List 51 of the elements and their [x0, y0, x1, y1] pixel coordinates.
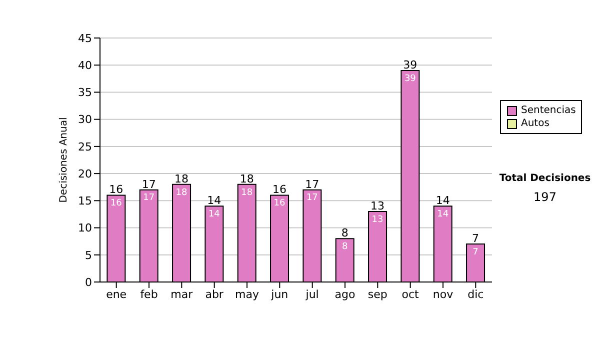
- total-label: 13: [370, 200, 385, 213]
- data-label: 17: [306, 193, 318, 204]
- total-label: 8: [341, 226, 348, 240]
- data-label: 14: [208, 209, 220, 220]
- total-label: 14: [436, 194, 450, 208]
- data-label: 17: [143, 193, 155, 204]
- data-label: 18: [176, 188, 188, 198]
- y-tick-label: 30: [78, 113, 92, 126]
- x-tick-label: may: [235, 288, 260, 301]
- text: 197: [532, 190, 558, 204]
- y-tick-label: 45: [78, 32, 92, 45]
- data-label: 18: [241, 188, 253, 198]
- total-label: 16: [109, 183, 124, 196]
- y-tick-label: 40: [78, 59, 92, 72]
- total-label: 17: [305, 178, 320, 191]
- total-label: 17: [142, 178, 156, 191]
- x-tick-label: dic: [468, 288, 484, 301]
- total-label: 16: [272, 183, 287, 196]
- legend-label: Autos: [521, 117, 550, 130]
- y-tick-label: 15: [78, 194, 92, 208]
- data-label: 13: [372, 214, 384, 225]
- data-label: 14: [437, 209, 449, 220]
- data-label: 16: [110, 198, 122, 209]
- y-tick-label: 25: [78, 140, 92, 154]
- y-tick-label: 5: [85, 248, 92, 262]
- data-label: 7: [472, 247, 478, 258]
- x-tick-label: mar: [170, 288, 194, 301]
- y-tick-label: 35: [78, 86, 92, 100]
- x-tick-label: ago: [334, 288, 356, 301]
- data-label: 16: [274, 198, 286, 209]
- x-tick-label: feb: [140, 288, 158, 301]
- text: Total Decisiones: [498, 173, 592, 184]
- data-label: 8: [342, 242, 348, 252]
- y-tick-label: 10: [78, 222, 92, 235]
- x-tick-label: ene: [106, 288, 127, 301]
- x-tick-label: oct: [402, 288, 420, 301]
- x-tick-label: nov: [432, 288, 454, 301]
- total-label: 18: [240, 172, 254, 186]
- y-tick-label: 0: [85, 276, 92, 289]
- total-label: 14: [207, 194, 222, 208]
- x-tick-label: sep: [368, 288, 388, 301]
- x-tick-label: jul: [304, 288, 319, 301]
- y-tick-label: 20: [78, 167, 92, 180]
- data-label: 39: [404, 74, 416, 84]
- legend-label: Sentencias: [521, 104, 576, 117]
- total-label: 39: [403, 58, 418, 72]
- y-axis-title: Decisiones Anual: [58, 117, 70, 203]
- total-label: 18: [174, 172, 189, 186]
- x-tick-label: jun: [270, 288, 288, 301]
- total-label: 7: [472, 232, 480, 246]
- x-tick-label: abr: [205, 288, 224, 301]
